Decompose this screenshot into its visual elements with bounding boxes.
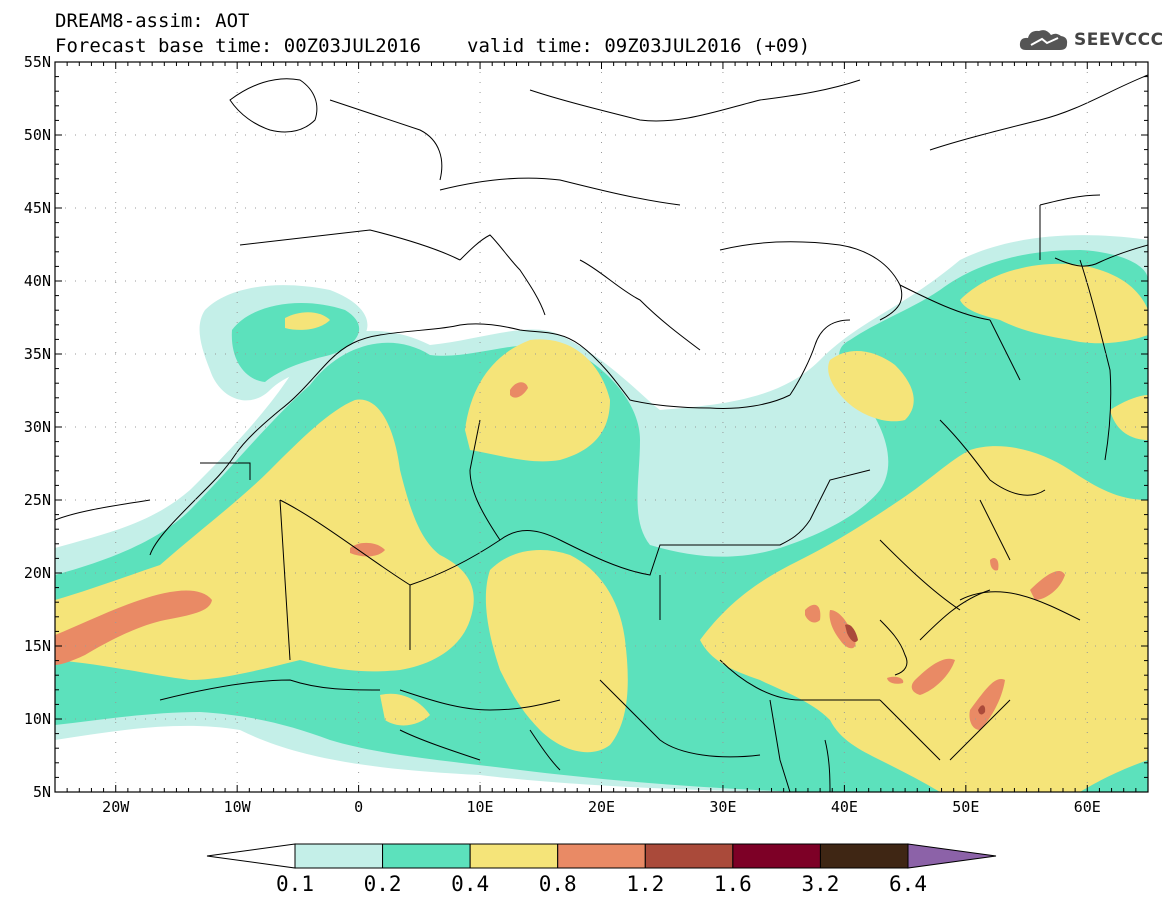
aot-colorbar: 0.1 0.2 0.4 0.8 1.2 1.6 3.2 6.4	[206, 843, 997, 896]
colorbar-high-triangle	[907, 843, 997, 869]
lat-tick-label: 35N	[24, 345, 51, 363]
graticule	[55, 62, 1148, 792]
forecast-base-time: Forecast base time: 00Z03JUL2016	[55, 35, 422, 57]
lon-tick-label: 60E	[1074, 798, 1101, 816]
lat-tick-label: 45N	[24, 199, 51, 217]
colorbar-label: 3.2	[801, 872, 839, 896]
aot-field-0.8	[55, 382, 1065, 730]
lon-tick-label: 50E	[952, 798, 979, 816]
lon-tick-label: 20W	[102, 798, 130, 816]
colorbar-box	[644, 843, 734, 869]
colorbar-box	[557, 843, 646, 869]
lat-tick-label: 5N	[33, 783, 51, 801]
map-title: DREAM8-assim: AOT	[55, 10, 250, 32]
longitude-labels: 20W 10W 0 10E 20E 30E 40E 50E 60E	[102, 798, 1101, 816]
colorbar-label: 0.1	[276, 872, 314, 896]
colorbar-label: 6.4	[889, 872, 927, 896]
latitude-labels: 55N 50N 45N 40N 35N 30N 25N 20N 15N 10N 5N	[24, 53, 51, 801]
colorbar-box	[732, 843, 821, 869]
country-borders	[55, 74, 1148, 792]
lon-tick-label: 40E	[831, 798, 858, 816]
logo-text: SEEVCCC	[1074, 30, 1164, 50]
colorbar-label: 0.4	[451, 872, 489, 896]
lon-tick-label: 10E	[467, 798, 494, 816]
colorbar-label: 0.2	[364, 872, 402, 896]
lon-tick-label: 20E	[588, 798, 615, 816]
colorbar-box	[819, 843, 909, 869]
lat-tick-label: 10N	[24, 710, 51, 728]
map-plot-area	[55, 62, 1148, 792]
lat-tick-label: 40N	[24, 272, 51, 290]
lat-tick-label: 20N	[24, 564, 51, 582]
valid-time: valid time: 09Z03JUL2016 (+09)	[467, 35, 811, 57]
lat-tick-label: 50N	[24, 126, 51, 144]
lon-tick-label: 0	[354, 798, 363, 816]
colorbar-label: 0.8	[539, 872, 577, 896]
colorbar-label: 1.6	[714, 872, 752, 896]
aot-field-1.2	[845, 624, 986, 715]
colorbar-label: 1.2	[626, 872, 664, 896]
seevccc-logo: SEEVCCC	[1018, 26, 1164, 54]
cloud-icon	[1019, 30, 1068, 50]
lat-tick-label: 25N	[24, 491, 51, 509]
lat-tick-label: 15N	[24, 637, 51, 655]
lat-tick-label: 55N	[24, 53, 51, 71]
aot-fields	[55, 235, 1148, 792]
lat-tick-label: 30N	[24, 418, 51, 436]
colorbar-low-triangle	[206, 843, 296, 869]
lon-tick-label: 10W	[224, 798, 252, 816]
colorbar-box	[294, 843, 384, 869]
map-subtitle: Forecast base time: 00Z03JUL2016 valid ti…	[55, 35, 810, 57]
colorbar-box	[469, 843, 559, 869]
colorbar-box	[382, 843, 471, 869]
axis-ticks	[54, 61, 1149, 793]
lon-tick-label: 30E	[709, 798, 736, 816]
